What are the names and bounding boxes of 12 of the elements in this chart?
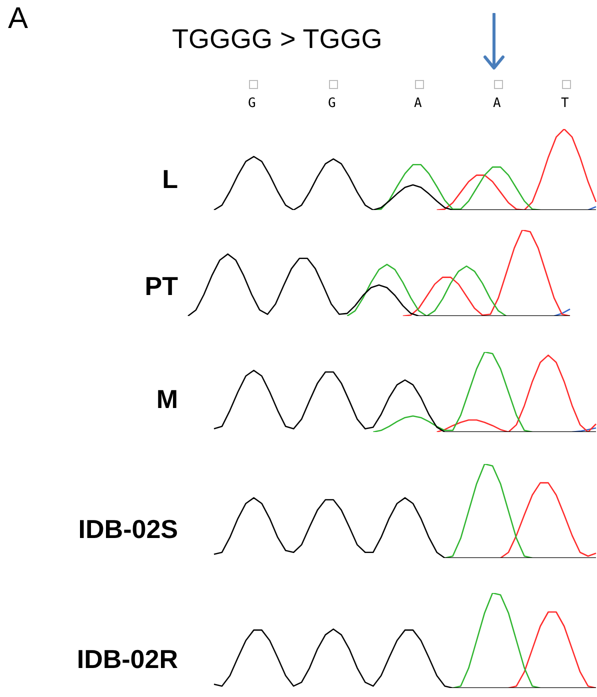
text: G (248, 96, 256, 111)
text: M (156, 384, 178, 415)
text: L (162, 164, 178, 195)
text: IDB-02S (78, 514, 178, 545)
text: A (493, 96, 501, 111)
text: T (561, 96, 569, 111)
text: A (414, 96, 422, 111)
text: A (8, 2, 28, 36)
text: PT (144, 271, 178, 302)
text: TGGGG > TGGG (172, 24, 382, 55)
text: IDB-02R (76, 644, 178, 675)
text: G (328, 96, 336, 111)
